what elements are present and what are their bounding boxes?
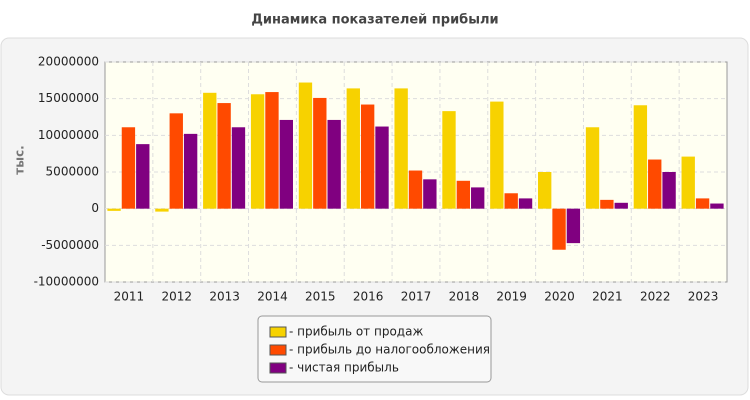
bar (183, 133, 198, 209)
chart-title: Динамика показателей прибыли (251, 13, 498, 28)
bar (346, 88, 360, 209)
legend-label: - прибыль от продаж (289, 325, 423, 339)
bar (203, 92, 217, 209)
x-tick-label: 2018 (449, 290, 480, 304)
bar (471, 187, 485, 209)
bar (121, 127, 136, 209)
bar (265, 92, 279, 209)
bar (107, 208, 121, 211)
bar (231, 127, 246, 209)
y-tick-label: 5000000 (46, 165, 99, 179)
legend-label: - прибыль до налогообложения (289, 343, 490, 357)
bar (662, 172, 676, 209)
bar (360, 104, 375, 209)
legend-swatch (269, 362, 287, 374)
x-tick-label: 2016 (353, 290, 384, 304)
bar (518, 198, 533, 209)
bar (614, 202, 628, 209)
x-tick-label: 2015 (305, 290, 336, 304)
bar (695, 198, 710, 209)
bar (490, 101, 504, 209)
x-tick-label: 2019 (496, 290, 527, 304)
x-tick-label: 2014 (257, 290, 288, 304)
x-tick-label: 2022 (640, 290, 671, 304)
y-tick-label: 15000000 (38, 91, 99, 105)
legend (257, 315, 492, 383)
x-tick-label: 2011 (114, 290, 145, 304)
x-tick-label: 2013 (209, 290, 240, 304)
x-tick-label: 2023 (688, 290, 719, 304)
bar (456, 180, 471, 209)
bar (600, 199, 614, 209)
bar (375, 126, 389, 209)
bar (327, 119, 341, 209)
y-axis-label: тыс. (13, 145, 27, 174)
bar (313, 97, 327, 209)
y-tick-label: -5000000 (41, 238, 99, 252)
x-tick-label: 2020 (544, 290, 575, 304)
bar (648, 159, 662, 209)
y-tick-label: -10000000 (34, 275, 99, 289)
bar (504, 193, 518, 209)
x-tick-label: 2017 (401, 290, 432, 304)
y-tick-label: 10000000 (38, 128, 99, 142)
bar (394, 88, 408, 209)
bar (585, 127, 600, 209)
bar (298, 82, 313, 209)
bar (633, 105, 648, 209)
bar (155, 208, 169, 212)
bar (169, 113, 183, 209)
bar (566, 208, 581, 244)
bar (279, 119, 293, 209)
y-tick-label: 0 (91, 201, 99, 215)
legend-swatch (269, 344, 287, 356)
bar (442, 111, 456, 209)
legend-swatch (269, 326, 287, 338)
x-tick-label: 2012 (161, 290, 192, 304)
y-tick-label: 20000000 (38, 55, 99, 69)
bar (681, 156, 695, 209)
bar (408, 170, 423, 209)
bar (710, 203, 724, 209)
legend-label: - чистая прибыль (289, 361, 399, 375)
bar (423, 179, 437, 209)
bar (136, 144, 150, 209)
bar (217, 103, 231, 209)
bar (552, 208, 566, 250)
bar (250, 94, 265, 209)
x-tick-label: 2021 (592, 290, 623, 304)
bar (538, 172, 552, 209)
